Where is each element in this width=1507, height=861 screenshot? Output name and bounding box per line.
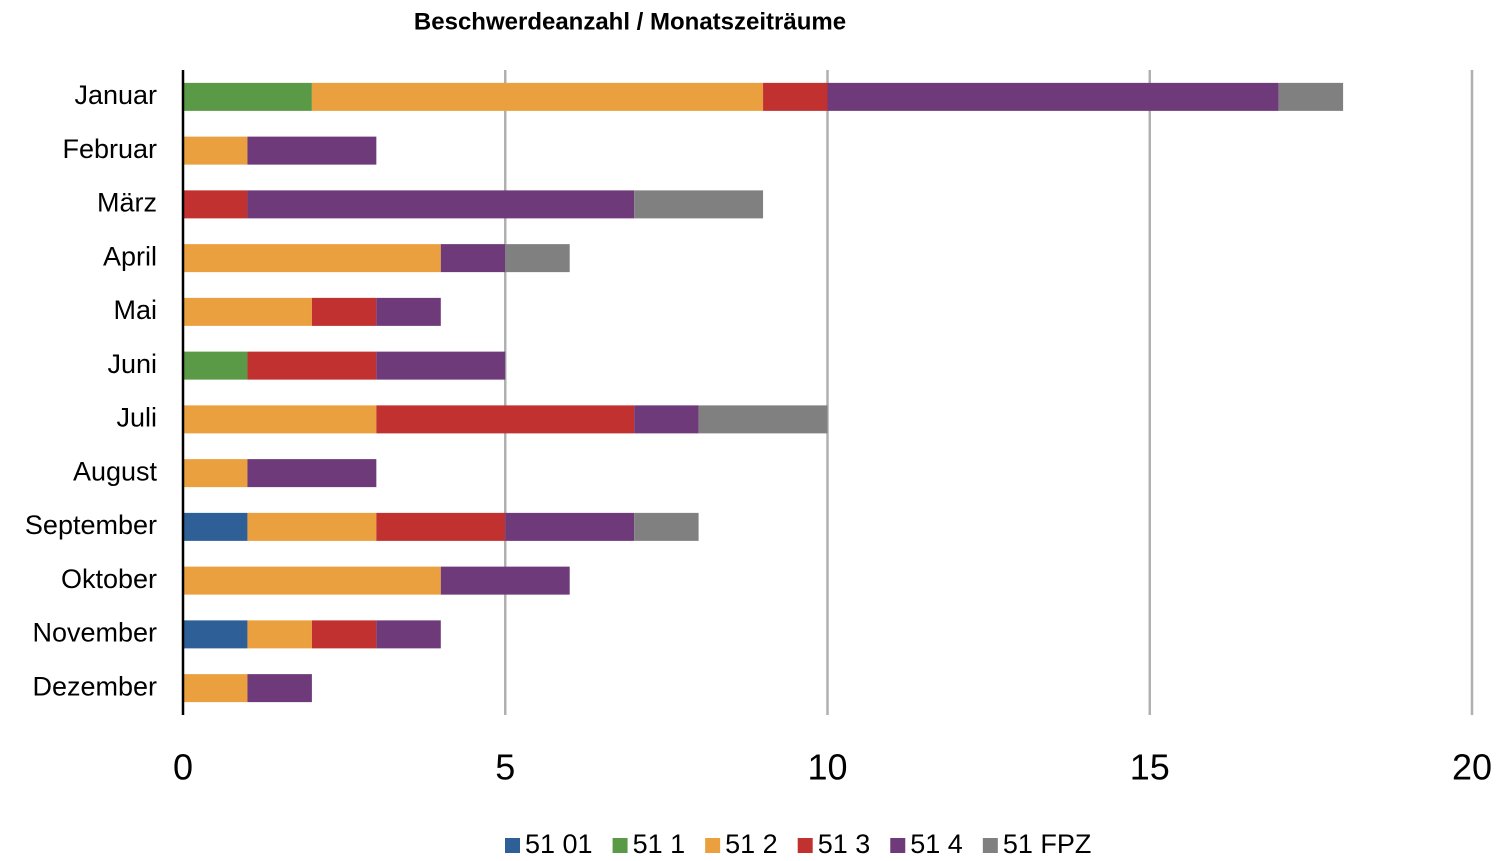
x-tick-label: 10 bbox=[807, 747, 847, 788]
y-tick-label: Dezember bbox=[32, 671, 157, 701]
legend-swatch bbox=[505, 838, 520, 853]
y-tick-label: Januar bbox=[74, 80, 157, 110]
y-tick-label: März bbox=[97, 188, 157, 218]
bar-segment bbox=[247, 351, 377, 380]
bar-segment bbox=[634, 405, 699, 434]
legend-label: 51 1 bbox=[633, 829, 686, 859]
bar-segment bbox=[698, 405, 828, 434]
legend-swatch bbox=[982, 838, 998, 853]
legend-label: 51 01 bbox=[525, 829, 593, 859]
legend-label: 51 2 bbox=[725, 829, 778, 859]
bar-segment bbox=[183, 620, 248, 649]
bar-segment bbox=[183, 512, 248, 541]
y-tick-label: Oktober bbox=[61, 564, 157, 594]
y-tick-label: Juni bbox=[107, 349, 157, 379]
bar-segment bbox=[376, 620, 441, 649]
bar-segment bbox=[311, 620, 377, 649]
bar-segment bbox=[247, 512, 377, 541]
bar-segment bbox=[183, 405, 377, 434]
bar-segment bbox=[311, 297, 377, 326]
legend-label: 51 4 bbox=[910, 829, 963, 859]
x-tick-label: 20 bbox=[1452, 747, 1492, 788]
bar-segment bbox=[183, 674, 248, 703]
y-tick-label: Mai bbox=[113, 295, 157, 325]
bar-segment bbox=[505, 244, 570, 273]
y-tick-label: Juli bbox=[116, 403, 157, 433]
chart-title: Beschwerdeanzahl / Monatszeiträume bbox=[414, 8, 846, 35]
y-tick-label: August bbox=[73, 456, 158, 486]
bar-segment bbox=[183, 136, 248, 165]
bar-segment bbox=[440, 566, 570, 595]
bar-segment bbox=[440, 244, 506, 273]
bar-segment bbox=[376, 405, 635, 434]
bar-segment bbox=[183, 244, 441, 273]
y-tick-label: April bbox=[103, 241, 157, 271]
legend-swatch bbox=[890, 838, 906, 853]
y-tick-label: November bbox=[32, 618, 157, 648]
bar-segment bbox=[376, 351, 506, 380]
bar-segment bbox=[247, 620, 312, 649]
x-tick-label: 0 bbox=[173, 747, 193, 788]
y-tick-label: September bbox=[25, 510, 157, 540]
bar-segment bbox=[183, 351, 248, 380]
bar-segment bbox=[247, 459, 377, 488]
bar-segment bbox=[183, 459, 248, 488]
bar-segment bbox=[183, 297, 312, 326]
bar-segment bbox=[183, 82, 312, 111]
bar-segment bbox=[183, 190, 248, 219]
bar-segment bbox=[634, 190, 764, 219]
bar-segment bbox=[634, 512, 699, 541]
x-tick-label: 5 bbox=[495, 747, 515, 788]
x-tick-label: 15 bbox=[1130, 747, 1170, 788]
bar-segment bbox=[505, 512, 635, 541]
bar-segment bbox=[183, 566, 441, 595]
bar-segment bbox=[247, 674, 312, 703]
legend-swatch bbox=[797, 838, 813, 853]
bar-segment bbox=[376, 297, 441, 326]
bar-segment bbox=[827, 82, 1279, 111]
bar-segment bbox=[376, 512, 506, 541]
bar-segment bbox=[247, 190, 635, 219]
bar-segment bbox=[311, 82, 764, 111]
bar-segment bbox=[763, 82, 828, 111]
legend-label: 51 FPZ bbox=[1003, 829, 1092, 859]
y-tick-label: Februar bbox=[62, 134, 157, 164]
legend-swatch bbox=[612, 838, 628, 853]
bar-segment bbox=[1278, 82, 1344, 111]
bar-segment bbox=[247, 136, 377, 165]
legend-label: 51 3 bbox=[818, 829, 871, 859]
legend-swatch bbox=[705, 838, 721, 853]
